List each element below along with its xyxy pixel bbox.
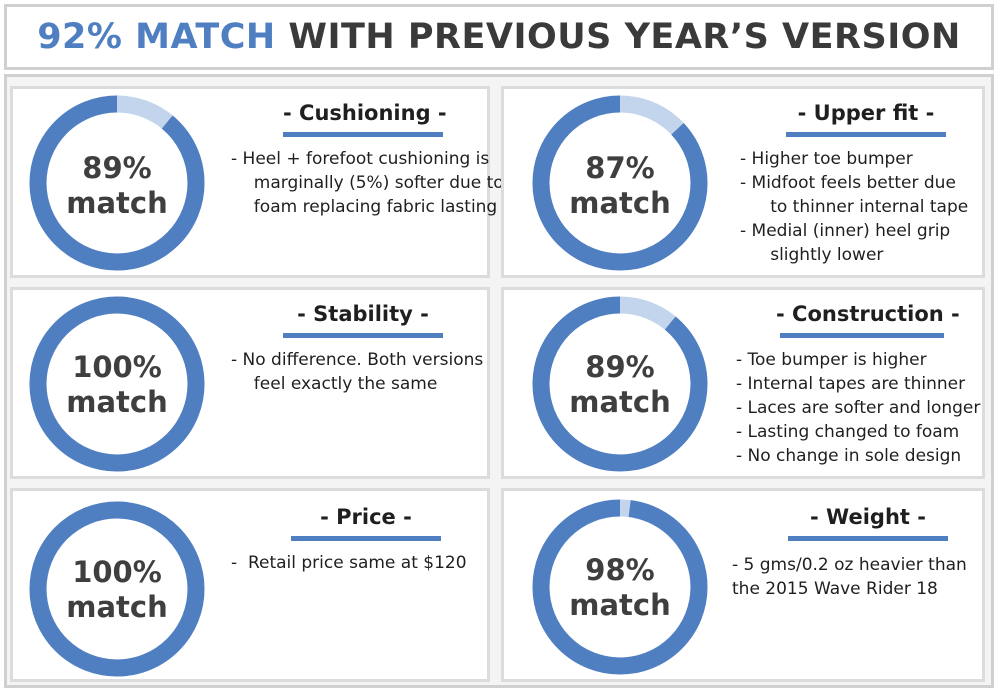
panel-title-upper-fit: - Upper fit -	[797, 101, 935, 125]
percent-text-weight: 98%	[585, 553, 655, 587]
panel-upper-fit: 87% match - Upper fit - - Higher toe bum…	[501, 86, 985, 278]
panel-cushioning: 89% match - Cushioning - - Heel + forefo…	[10, 86, 504, 278]
percent-text-cushioning: 89%	[82, 151, 152, 185]
percent-text-stability: 100%	[72, 350, 162, 384]
donut-match-arc	[532, 95, 708, 271]
donut-match-arc	[29, 501, 205, 677]
title-underline	[788, 536, 948, 541]
bullet-item: - Laces are softer and longer	[736, 398, 981, 418]
donut-match-arc	[532, 499, 708, 675]
donut-label-upper-fit: 87% match	[530, 151, 710, 221]
panel-stability: 100% match - Stability - - No difference…	[10, 287, 490, 479]
donut-match-arc	[532, 296, 708, 472]
panel-construction: 89% match - Construction - - Toe bumper …	[501, 287, 985, 479]
bullet-list-stability: - No difference. Both versions feel exac…	[231, 348, 483, 396]
bullet-item: - 5 gms/0.2 oz heavier than	[732, 555, 967, 575]
bullet-item: the 2015 Wave Rider 18	[732, 579, 938, 599]
bullet-item: foam replacing fabric lasting	[243, 197, 498, 217]
donut-label-stability: 100% match	[27, 350, 207, 420]
title-underline	[786, 132, 946, 137]
bullet-item: to thinner internal tape	[754, 197, 969, 217]
title-accent: 92% MATCH	[37, 17, 276, 57]
bullet-item: - Medial (inner) heel grip	[740, 221, 951, 241]
bullet-item: feel exactly the same	[243, 374, 438, 394]
bullet-item: - Higher toe bumper	[740, 149, 913, 169]
panel-title-cushioning: - Cushioning -	[283, 101, 447, 125]
donut-price	[29, 501, 205, 677]
title-underline	[283, 132, 443, 137]
bullet-list-construction: - Toe bumper is higher - Internal tapes …	[736, 348, 980, 468]
bullet-item: slightly lower	[754, 245, 884, 265]
match-word-construction: match	[569, 385, 671, 419]
title-rest: WITH PREVIOUS YEAR’S VERSION	[275, 17, 961, 57]
donut-weight	[532, 499, 708, 675]
panel-title-stability: - Stability -	[297, 302, 429, 326]
donut-label-weight: 98% match	[530, 553, 710, 623]
bullet-list-weight: - 5 gms/0.2 oz heavier than the 2015 Wav…	[732, 553, 967, 601]
panel-title-price: - Price -	[320, 505, 412, 529]
bullet-item: - Toe bumper is higher	[736, 350, 927, 370]
bullet-item: - No difference. Both versions	[231, 350, 484, 370]
percent-text-upper-fit: 87%	[585, 151, 655, 185]
title-underline	[780, 333, 944, 338]
page-title: 92% MATCH WITH PREVIOUS YEAR’S VERSION	[7, 7, 991, 67]
donut-label-construction: 89% match	[530, 350, 710, 420]
donut-cushioning	[29, 95, 205, 271]
donut-construction	[532, 296, 708, 472]
match-word-upper-fit: match	[569, 186, 671, 220]
bullet-item: - Heel + forefoot cushioning is	[231, 149, 490, 169]
header-box: 92% MATCH WITH PREVIOUS YEAR’S VERSION	[4, 4, 994, 70]
bullet-item: marginally (5%) softer due to	[243, 173, 504, 193]
match-word-cushioning: match	[66, 186, 168, 220]
donut-upper-fit	[532, 95, 708, 271]
bullet-item: - Midfoot feels better due	[740, 173, 956, 193]
panel-title-construction: - Construction -	[776, 302, 960, 326]
match-word-weight: match	[569, 588, 671, 622]
bullet-list-cushioning: - Heel + forefoot cushioning is marginal…	[231, 147, 504, 219]
panel-weight: 98% match - Weight - - 5 gms/0.2 oz heav…	[501, 488, 985, 682]
title-underline	[291, 536, 441, 541]
percent-text-price: 100%	[72, 555, 162, 589]
bullet-list-upper-fit: - Higher toe bumper - Midfoot feels bett…	[740, 147, 968, 267]
bullet-list-price: - Retail price same at $120	[231, 551, 467, 575]
bullet-item: - Internal tapes are thinner	[736, 374, 966, 394]
percent-text-construction: 89%	[585, 350, 655, 384]
donut-label-price: 100% match	[27, 555, 207, 625]
bullet-item: - Lasting changed to foam	[736, 422, 960, 442]
match-word-price: match	[66, 590, 168, 624]
panel-title-weight: - Weight -	[810, 505, 926, 529]
donut-match-arc	[29, 296, 205, 472]
donut-match-arc	[29, 95, 205, 271]
panel-price: 100% match - Price - - Retail price same…	[10, 488, 490, 682]
title-underline	[283, 333, 443, 338]
donut-stability	[29, 296, 205, 472]
donut-label-cushioning: 89% match	[27, 151, 207, 221]
bullet-item: - No change in sole design	[736, 446, 962, 466]
bullet-item: - Retail price same at $120	[231, 553, 467, 573]
match-word-stability: match	[66, 385, 168, 419]
